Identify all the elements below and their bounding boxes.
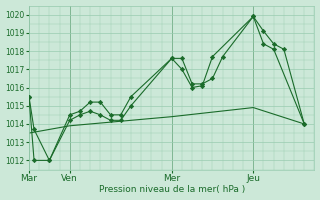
- X-axis label: Pression niveau de la mer( hPa ): Pression niveau de la mer( hPa ): [99, 185, 245, 194]
